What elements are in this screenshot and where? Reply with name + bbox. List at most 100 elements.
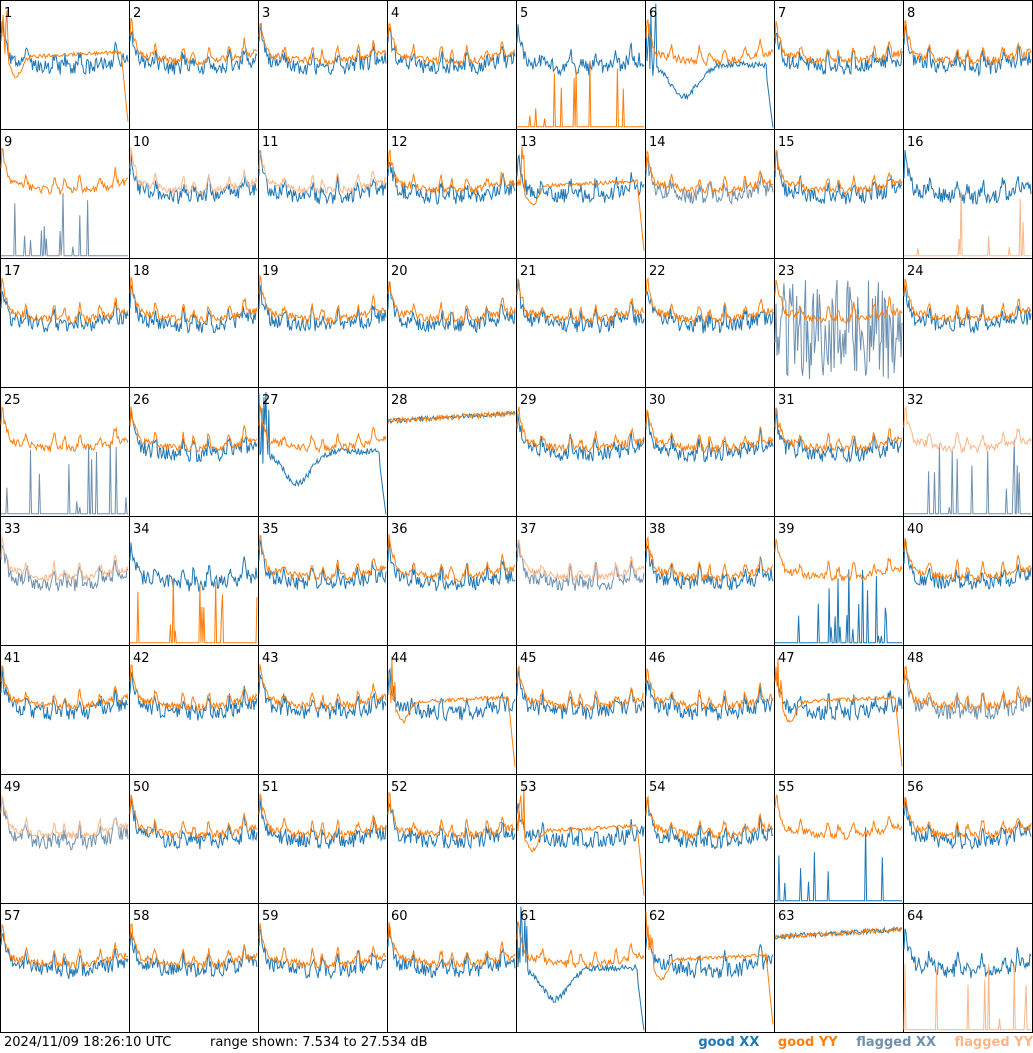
series-xx-line bbox=[0, 544, 129, 593]
series-xx-line bbox=[645, 678, 774, 721]
panel: 7 bbox=[774, 0, 904, 130]
panel: 40 bbox=[903, 516, 1033, 646]
series-yy-line bbox=[516, 280, 645, 324]
panel-label: 27 bbox=[262, 393, 279, 408]
panel: 17 bbox=[0, 258, 130, 388]
series-yy-line bbox=[130, 578, 258, 644]
series-xx-line bbox=[903, 798, 1032, 850]
series-yy-line bbox=[387, 281, 516, 324]
panel-label: 63 bbox=[778, 909, 795, 924]
panel-label: 33 bbox=[4, 522, 21, 537]
panel: 44 bbox=[387, 645, 517, 775]
panel: 41 bbox=[0, 645, 130, 775]
panel-label: 55 bbox=[778, 780, 795, 795]
panel-label: 46 bbox=[649, 651, 666, 666]
series-xx-line bbox=[645, 799, 774, 850]
panel: 25 bbox=[0, 387, 130, 517]
panel-label: 23 bbox=[778, 264, 795, 279]
panel: 46 bbox=[645, 645, 775, 775]
series-xx-line bbox=[516, 906, 645, 1031]
panel: 29 bbox=[516, 387, 646, 517]
panel: 20 bbox=[387, 258, 517, 388]
series-yy-line bbox=[645, 911, 774, 1025]
panel-label: 16 bbox=[907, 135, 924, 150]
panel-label: 34 bbox=[133, 522, 150, 537]
series-xx-line bbox=[775, 827, 902, 902]
panel-label: 1 bbox=[4, 6, 12, 21]
series-yy-line bbox=[645, 667, 774, 711]
panel: 37 bbox=[516, 516, 646, 646]
series-yy-line bbox=[774, 279, 903, 324]
series-yy-line bbox=[387, 23, 516, 67]
panel-label: 28 bbox=[391, 393, 408, 408]
series-yy-line bbox=[903, 278, 1032, 324]
panel-label: 40 bbox=[907, 522, 924, 537]
panel: 8 bbox=[903, 0, 1033, 130]
footer: 2024/11/09 18:26:10 UTC range shown: 7.5… bbox=[0, 1033, 1033, 1053]
panel-label: 21 bbox=[520, 264, 537, 279]
series-yy-line bbox=[129, 664, 258, 712]
series-yy-line bbox=[0, 536, 128, 582]
series-yy-line bbox=[387, 149, 516, 195]
series-yy-line bbox=[129, 406, 258, 453]
series-yy-line bbox=[903, 796, 1032, 841]
panel-frame bbox=[129, 258, 259, 388]
panel: 36 bbox=[387, 516, 517, 646]
series-yy-line bbox=[258, 405, 387, 454]
panel-frame bbox=[258, 258, 388, 388]
series-xx-line bbox=[129, 671, 258, 721]
series-xx-line bbox=[903, 539, 1032, 590]
panel: 16 bbox=[903, 129, 1033, 259]
panel: 49 bbox=[0, 774, 130, 904]
series-xx-line bbox=[774, 32, 903, 75]
panel-label: 7 bbox=[778, 6, 786, 21]
series-xx-line bbox=[775, 569, 902, 644]
series-xx-line bbox=[516, 278, 645, 334]
legend: good XX good YY flagged XX flagged YY bbox=[684, 1033, 1033, 1053]
panel: 30 bbox=[645, 387, 775, 517]
panel-label: 58 bbox=[133, 909, 150, 924]
panel: 23 bbox=[774, 258, 904, 388]
series-yy-line bbox=[258, 274, 387, 324]
panel: 9 bbox=[0, 129, 130, 259]
panel: 15 bbox=[774, 129, 904, 259]
panel: 18 bbox=[129, 258, 259, 388]
panel-label: 62 bbox=[649, 909, 666, 924]
series-xx-line bbox=[129, 284, 258, 334]
series-yy-line bbox=[387, 656, 516, 767]
panel-label: 50 bbox=[133, 780, 150, 795]
panel-label: 30 bbox=[649, 393, 666, 408]
legend-flagged-yy: flagged YY bbox=[954, 1035, 1033, 1050]
panel-label: 12 bbox=[391, 135, 408, 150]
panel: 52 bbox=[387, 774, 517, 904]
series-yy-line bbox=[903, 963, 1031, 1031]
series-yy-line bbox=[258, 534, 387, 581]
panel-frame bbox=[387, 903, 517, 1033]
panel: 64 bbox=[903, 903, 1033, 1033]
series-yy-line bbox=[516, 921, 645, 969]
panel-frame bbox=[516, 258, 646, 388]
panel-label: 17 bbox=[4, 264, 21, 279]
panel-label: 49 bbox=[4, 780, 21, 795]
panel-label: 61 bbox=[520, 909, 537, 924]
panel-label: 35 bbox=[262, 522, 279, 537]
panel: 24 bbox=[903, 258, 1033, 388]
series-yy-line bbox=[258, 23, 387, 67]
panel-label: 14 bbox=[649, 135, 666, 150]
panel-label: 51 bbox=[262, 780, 279, 795]
panel: 63 bbox=[774, 903, 904, 1033]
panel-label: 4 bbox=[391, 6, 399, 21]
panel: 19 bbox=[258, 258, 388, 388]
series-xx-line bbox=[387, 281, 516, 334]
series-yy-line bbox=[517, 60, 644, 128]
series-xx-line bbox=[387, 25, 516, 76]
panel-label: 39 bbox=[778, 522, 795, 537]
panel: 32 bbox=[903, 387, 1033, 517]
panel-frame bbox=[129, 903, 259, 1033]
series-yy-line bbox=[129, 794, 258, 840]
series-xx-line bbox=[645, 934, 774, 979]
legend-flagged-xx: flagged XX bbox=[856, 1035, 936, 1050]
panel-label: 19 bbox=[262, 264, 279, 279]
panel-label: 2 bbox=[133, 6, 141, 21]
